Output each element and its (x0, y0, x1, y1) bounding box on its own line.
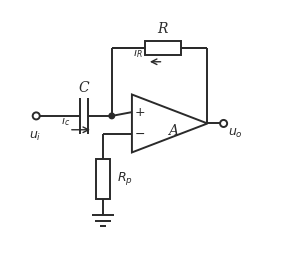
Circle shape (33, 112, 40, 120)
Text: $u_i$: $u_i$ (29, 130, 41, 143)
Circle shape (220, 120, 227, 127)
Text: C: C (79, 81, 89, 95)
Text: $R_p$: $R_p$ (117, 170, 133, 187)
Text: $u_o$: $u_o$ (228, 127, 243, 140)
Text: +: + (134, 106, 145, 119)
Text: R: R (158, 22, 168, 36)
Text: $-$: $-$ (134, 126, 145, 140)
Circle shape (109, 113, 114, 119)
Text: A: A (168, 124, 178, 138)
Bar (96, 159, 110, 199)
Text: $i_R$: $i_R$ (133, 46, 143, 60)
Text: $i_c$: $i_c$ (61, 114, 71, 128)
Bar (145, 41, 181, 55)
